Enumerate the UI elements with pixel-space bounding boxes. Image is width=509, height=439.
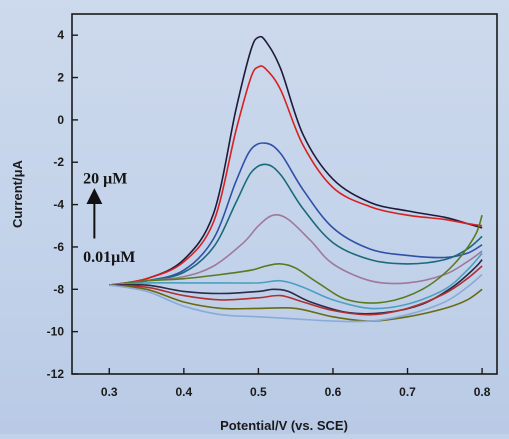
- y-axis: 4 2 0 -2 -4 -6 -8 -10 -12: [47, 28, 78, 381]
- x-tick-label: 0.8: [474, 385, 491, 399]
- annotation-high-concentration: 20 μM: [83, 170, 127, 187]
- y-tick-label: 0: [57, 113, 64, 127]
- series-line-1: [109, 37, 482, 286]
- y-tick-label: -6: [53, 240, 64, 254]
- y-tick-label: 2: [57, 71, 64, 85]
- y-tick-label: -8: [53, 282, 64, 296]
- series-line-6: [109, 215, 482, 303]
- series-layer: [109, 37, 482, 322]
- x-axis: 0.3 0.4 0.5 0.6 0.7 0.8: [101, 368, 491, 399]
- y-tick-label: -12: [47, 367, 65, 381]
- x-tick-label: 0.5: [250, 385, 267, 399]
- y-tick-label: -10: [47, 325, 65, 339]
- y-axis-title: Current/μA: [10, 159, 25, 228]
- series-line-2: [109, 66, 482, 285]
- y-tick-label: 4: [57, 28, 64, 42]
- series-line-5: [109, 215, 482, 285]
- x-tick-label: 0.3: [101, 385, 118, 399]
- annotation-layer: 20 μM 0.01μM: [83, 170, 135, 265]
- plot-area: [72, 14, 497, 374]
- x-tick-label: 0.7: [399, 385, 416, 399]
- x-tick-label: 0.6: [325, 385, 342, 399]
- x-axis-title: Potential/V (vs. SCE): [220, 418, 348, 433]
- annotation-low-concentration: 0.01μM: [83, 249, 135, 266]
- x-tick-label: 0.4: [175, 385, 192, 399]
- y-tick-label: -2: [53, 155, 64, 169]
- y-tick-label: -4: [53, 198, 64, 212]
